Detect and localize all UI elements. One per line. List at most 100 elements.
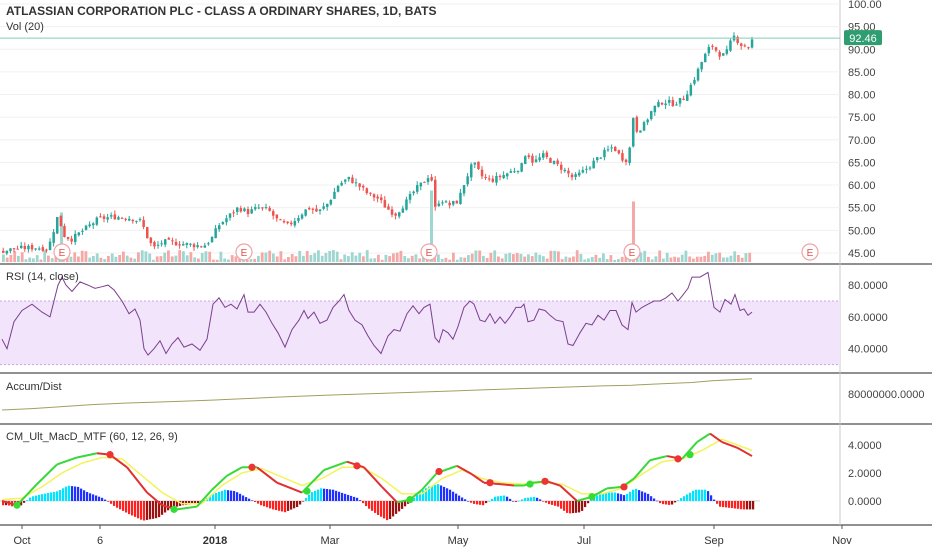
macd-hist-bar bbox=[362, 501, 365, 504]
macd-hist-bar bbox=[125, 501, 128, 513]
macd-hist-bar bbox=[314, 490, 317, 501]
macd-hist-bar bbox=[527, 497, 530, 501]
candle-body bbox=[678, 98, 682, 104]
candle-body bbox=[621, 153, 624, 161]
candle-body bbox=[102, 216, 106, 219]
candle-body bbox=[315, 208, 318, 212]
macd-hist-bar bbox=[692, 490, 695, 501]
macd-hist-bar bbox=[158, 501, 161, 518]
candle-body bbox=[124, 218, 127, 220]
volume-bar bbox=[313, 253, 317, 262]
volume-bar bbox=[542, 256, 545, 262]
candle-body bbox=[495, 176, 498, 183]
macd-hist-bar bbox=[311, 492, 314, 501]
macd-cross-dot bbox=[435, 467, 443, 476]
macd-hist-bar bbox=[74, 486, 77, 501]
volume-bar bbox=[384, 254, 388, 262]
macd-line-segment bbox=[681, 441, 698, 460]
volume-bar bbox=[39, 259, 43, 262]
macd-hist-bar bbox=[638, 490, 641, 501]
volume-bar bbox=[92, 256, 95, 262]
candle-body bbox=[182, 244, 185, 246]
candle-body bbox=[88, 224, 91, 227]
candle-body bbox=[552, 160, 556, 164]
candle-body bbox=[560, 164, 563, 170]
candle-body bbox=[459, 192, 462, 205]
volume-bar bbox=[564, 256, 568, 262]
volume-bar bbox=[369, 258, 373, 262]
macd-hist-bar bbox=[287, 501, 290, 511]
macd-cross-dot bbox=[686, 451, 694, 459]
macd-hist-bar bbox=[23, 501, 26, 503]
macd-hist-bar bbox=[377, 501, 380, 515]
macd-hist-bar bbox=[110, 501, 113, 504]
macd-hist-bar bbox=[746, 501, 749, 510]
volume-bar bbox=[294, 256, 298, 262]
volume-bar bbox=[275, 256, 279, 262]
volume-bar bbox=[178, 250, 182, 262]
candle-body bbox=[596, 157, 599, 161]
volume-bar bbox=[305, 251, 309, 262]
candle-body bbox=[480, 169, 484, 177]
candle-body bbox=[542, 153, 545, 158]
candle-body bbox=[657, 102, 660, 107]
macd-hist-bar bbox=[539, 499, 542, 501]
macd-hist-bar bbox=[230, 490, 233, 501]
macd-hist-bar bbox=[359, 500, 362, 501]
candle-body bbox=[131, 219, 135, 222]
macd-hist-bar bbox=[500, 495, 503, 501]
macd-line-segment bbox=[196, 489, 213, 508]
macd-hist-bar bbox=[50, 492, 53, 501]
macd-hist-bar bbox=[677, 500, 680, 501]
price-tick-label: 95.00 bbox=[848, 22, 876, 34]
volume-bar bbox=[219, 251, 223, 262]
volume-bar bbox=[204, 251, 208, 262]
macd-hist-bar bbox=[542, 501, 545, 502]
volume-bar bbox=[733, 251, 737, 262]
macd-hist-bar bbox=[416, 494, 419, 501]
volume-bar bbox=[609, 255, 613, 262]
macd-hist-bar bbox=[134, 501, 137, 517]
volume-bar bbox=[474, 250, 478, 262]
macd-hist-bar bbox=[143, 501, 146, 521]
volume-bar bbox=[380, 259, 384, 262]
candle-body bbox=[466, 176, 469, 185]
macd-cross-dot bbox=[674, 455, 682, 463]
macd-line-segment bbox=[471, 473, 485, 484]
volume-bar bbox=[2, 254, 5, 262]
candle-body bbox=[524, 156, 527, 164]
candle-body bbox=[164, 239, 167, 245]
volume-bar bbox=[129, 257, 133, 262]
candle-body bbox=[549, 158, 552, 163]
volume-bar bbox=[722, 257, 725, 262]
volume-bar bbox=[324, 253, 328, 262]
candle-body bbox=[704, 53, 707, 63]
macd-hist-bar bbox=[263, 501, 266, 507]
macd-hist-bar bbox=[368, 501, 371, 509]
earnings-marker bbox=[53, 243, 71, 261]
macd-hist-bar bbox=[437, 484, 440, 501]
macd-hist-bar bbox=[98, 496, 101, 501]
volume-bar bbox=[148, 253, 152, 262]
macd-hist-bar bbox=[422, 490, 425, 501]
macd-hist-bar bbox=[404, 501, 407, 507]
candle-body bbox=[527, 155, 531, 157]
macd-hist-bar bbox=[296, 501, 299, 507]
macd-hist-bar bbox=[629, 491, 632, 501]
macd-hist-bar bbox=[119, 501, 122, 510]
candle-body bbox=[344, 179, 347, 182]
macd-line-segment bbox=[276, 481, 303, 494]
macd-hist-bar bbox=[122, 501, 125, 511]
macd-hist-bar bbox=[485, 501, 488, 504]
macd-line-segment bbox=[363, 466, 383, 488]
candle-body bbox=[635, 117, 639, 132]
macd-hist-bar bbox=[398, 501, 401, 512]
volume-bar bbox=[617, 259, 620, 262]
candle-body bbox=[740, 43, 743, 46]
candle-body bbox=[650, 111, 653, 120]
volume-bar bbox=[155, 256, 159, 262]
earnings-marker bbox=[420, 243, 438, 261]
volume-bar bbox=[680, 254, 684, 262]
macd-hist-bar bbox=[284, 501, 287, 513]
volume-bar bbox=[579, 253, 583, 262]
